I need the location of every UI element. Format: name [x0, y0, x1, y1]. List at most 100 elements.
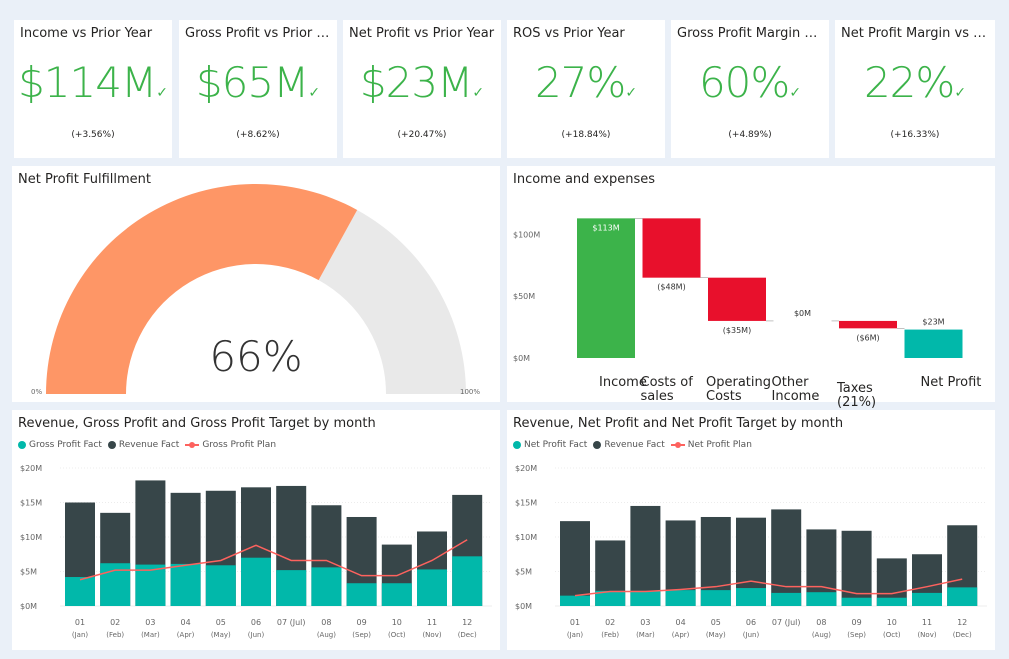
kpi-value: 60%✓	[671, 58, 829, 107]
profit-bar	[947, 587, 978, 606]
kpi-value: $65M✓	[179, 58, 337, 107]
x-tick-label: 12	[462, 618, 472, 627]
legend-line-icon	[670, 442, 685, 448]
kpi-title: Net Profit Margin vs Pri...	[841, 26, 989, 41]
legend-label: Gross Profit Fact	[29, 440, 102, 450]
kpi-value: 27%✓	[507, 58, 665, 107]
waterfall-bar	[577, 218, 635, 358]
profit-bar	[170, 563, 201, 606]
x-tick-sublabel: (Sep)	[352, 631, 371, 639]
y-tick-label: $50M	[513, 292, 535, 301]
check-icon: ✓	[954, 85, 967, 101]
gauge-max-label: 100%	[460, 388, 481, 396]
kpi-card-gross-profit-margin[interactable]: Gross Profit Margin vs P... 60%✓ (+4.89%…	[671, 20, 829, 158]
x-tick-label: 07 (Jul)	[277, 618, 306, 627]
legend-item[interactable]: Gross Profit Plan	[185, 440, 276, 450]
waterfall-bar	[904, 329, 963, 358]
kpi-card-gross-profit[interactable]: Gross Profit vs Prior Year $65M✓ (+8.62%…	[179, 20, 337, 158]
x-tick-sublabel: (May)	[211, 631, 231, 639]
kpi-change: (+3.56%)	[71, 130, 115, 140]
x-tick-label: 02	[605, 618, 615, 627]
waterfall-data-label: ($6M)	[856, 333, 879, 342]
profit-bar	[417, 569, 447, 606]
gross-profit-monthly-card[interactable]: Revenue, Gross Profit and Gross Profit T…	[12, 410, 500, 650]
profit-bar	[205, 565, 236, 606]
x-tick-label: 06	[251, 618, 261, 627]
check-icon: ✓	[308, 85, 321, 101]
x-tick-label: 05	[216, 618, 226, 627]
y-tick-label: $100M	[513, 230, 540, 239]
x-tick-sublabel: (Jun)	[248, 631, 265, 639]
x-tick-sublabel: (Aug)	[812, 631, 831, 639]
legend-label: Revenue Fact	[604, 440, 665, 450]
kpi-value-text: 27%	[534, 58, 626, 107]
x-tick-label: 09	[357, 618, 367, 627]
x-tick-label: 03	[640, 618, 650, 627]
waterfall-data-label: $0M	[794, 309, 811, 318]
waterfall-data-label: $23M	[922, 318, 944, 327]
x-tick-sublabel: (Dec)	[458, 631, 477, 639]
y-tick-label: $20M	[515, 464, 537, 473]
kpi-title: ROS vs Prior Year	[513, 26, 625, 41]
profit-bar	[876, 597, 907, 606]
net-profit-monthly-card[interactable]: Revenue, Net Profit and Net Profit Targe…	[507, 410, 995, 650]
x-tick-label: 10	[392, 618, 402, 627]
waterfall-card[interactable]: Income and expenses $0M $50M $100M $113M ($4…	[507, 166, 995, 410]
x-tick-sublabel: (Oct)	[883, 631, 901, 639]
profit-bar	[912, 592, 942, 606]
kpi-card-net-profit-margin[interactable]: Net Profit Margin vs Pri... 22%✓ (+16.33…	[835, 20, 995, 158]
legend-label: Revenue Fact	[118, 440, 180, 450]
x-tick-label: 04	[181, 618, 191, 627]
x-tick-sublabel: (Feb)	[601, 631, 619, 639]
kpi-title: Gross Profit vs Prior Year	[185, 26, 331, 41]
profit-bar	[806, 592, 837, 606]
check-icon: ✓	[625, 85, 638, 101]
profit-bar	[311, 567, 342, 606]
plan-line	[79, 539, 468, 581]
legend-item[interactable]: Revenue Fact	[593, 440, 665, 450]
y-tick-label: $20M	[20, 464, 42, 473]
waterfall-chart: $0M $50M $100M $113M ($48M) ($35M) $0M ($6M) $23…	[513, 218, 963, 363]
net-profit-chart-title: Revenue, Net Profit and Net Profit Targe…	[513, 416, 844, 431]
legend-item[interactable]: Gross Profit Fact	[18, 440, 102, 450]
y-tick-label: $0M	[513, 354, 530, 363]
kpi-card-net-profit[interactable]: Net Profit vs Prior Year $23M✓ (+20.47%)	[343, 20, 501, 158]
kpi-card-ros[interactable]: ROS vs Prior Year 27%✓ (+18.84%)	[507, 20, 665, 158]
profit-bar	[135, 564, 166, 606]
y-tick-label: $10M	[515, 533, 537, 542]
legend-item[interactable]: Revenue Fact	[107, 440, 180, 450]
kpi-value-text: $65M	[195, 58, 309, 107]
legend-item[interactable]: Net Profit Plan	[670, 440, 752, 450]
y-tick-label: $0M	[20, 602, 37, 611]
revenue-bar	[771, 509, 802, 606]
x-tick-label: 05	[711, 618, 721, 627]
kpi-title: Net Profit vs Prior Year	[349, 26, 495, 41]
x-tick-sublabel: (Oct)	[388, 631, 406, 639]
net-profit-legend: Net Profit Fact Revenue Fact Net Profit …	[513, 440, 752, 450]
x-tick-label: 12	[957, 618, 967, 627]
profit-bar	[595, 590, 626, 606]
x-category-label: Operating Costs	[706, 375, 771, 404]
check-icon: ✓	[156, 85, 168, 101]
x-tick-label: 02	[110, 618, 120, 627]
x-tick-sublabel: (Mar)	[636, 631, 655, 639]
x-tick-sublabel: (Sep)	[847, 631, 866, 639]
kpi-card-income[interactable]: Income vs Prior Year $114M✓ (+3.56%)	[14, 20, 172, 158]
profit-bar	[560, 595, 590, 606]
gauge-track	[318, 209, 466, 394]
legend-item[interactable]: Net Profit Fact	[513, 440, 587, 450]
y-tick-label: $15M	[515, 499, 537, 508]
kpi-title: Income vs Prior Year	[20, 26, 153, 41]
profit-bar	[771, 592, 802, 606]
kpi-change: (+18.84%)	[561, 130, 611, 140]
x-tick-label: 08	[816, 618, 826, 627]
gauge-card[interactable]: Net Profit Fulfillment 66% 0% 100%	[12, 166, 500, 402]
y-tick-label: $15M	[20, 499, 42, 508]
x-tick-label: 03	[145, 618, 155, 627]
x-tick-sublabel: (Mar)	[141, 631, 160, 639]
x-tick-sublabel: (May)	[706, 631, 726, 639]
x-category-label: Costs of sales	[640, 375, 693, 404]
waterfall-title: Income and expenses	[513, 172, 656, 187]
profit-bar	[841, 597, 872, 606]
x-tick-sublabel: (Nov)	[917, 631, 936, 639]
